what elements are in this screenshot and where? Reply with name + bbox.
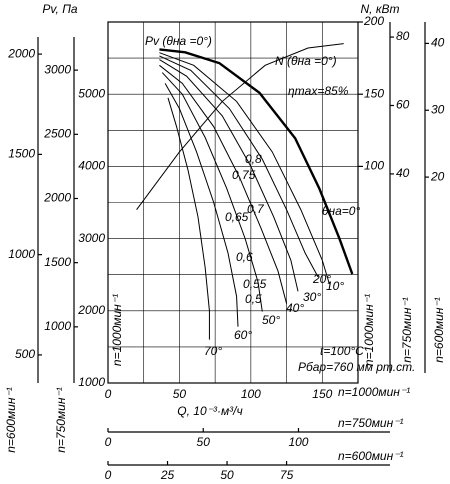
y-tick-label: 1000	[78, 375, 105, 389]
axis-n-label: n=750мин⁻¹	[400, 297, 414, 363]
axis-n-label: n=600мин⁻¹	[432, 297, 446, 363]
annotation: ηmax=85%	[288, 84, 349, 98]
y-axis-title: Pv, Па	[42, 2, 77, 16]
curve	[164, 83, 239, 327]
annotation: 0,65	[225, 210, 249, 224]
y-tick-label: 80	[396, 29, 410, 43]
y2-tick-label: 150	[364, 86, 384, 100]
plot-frame	[107, 21, 359, 384]
y-tick-label: 500	[15, 347, 35, 361]
axis-n-label: n=600мин⁻¹	[338, 449, 404, 463]
curve-label: 70°	[204, 344, 222, 358]
x-tick-label: 50	[220, 468, 234, 482]
y-tick-label: 3000	[44, 62, 71, 76]
y2-tick-label: 100	[364, 159, 384, 173]
y2-tick-label: 200	[363, 14, 384, 28]
x-tick-label: 75	[280, 468, 294, 482]
annotation: 0,55	[243, 277, 267, 291]
y-tick-label: 30	[431, 102, 445, 116]
annotation: t=100°C	[320, 344, 364, 358]
curve-label: 30°	[303, 290, 321, 304]
y-tick-label: 1500	[8, 147, 35, 161]
curve-label: θна=0°	[322, 204, 360, 218]
annotation: 0,8	[245, 152, 262, 166]
y-tick-label: 40	[396, 166, 410, 180]
axis-n-label: n=750мин⁻¹	[54, 387, 68, 453]
axis-n-label: n=600мин⁻¹	[4, 387, 18, 453]
curve	[159, 55, 319, 278]
y-tick-label: 2000	[43, 191, 71, 205]
y-n-label: n=1000мин⁻¹	[110, 294, 124, 366]
x-tick-label: 0	[105, 468, 112, 482]
axis-n-label: n=750мин⁻¹	[338, 416, 404, 430]
annotation: 0,5	[245, 292, 262, 306]
y2-n-label: n=1000мин⁻¹	[362, 294, 376, 366]
x-axis-title: Q, 10⁻³·м³/ч	[177, 404, 242, 418]
x-n-label: n=1000мин⁻¹	[338, 385, 410, 399]
y-tick-label: 2000	[7, 46, 35, 60]
x-tick-label: 150	[312, 387, 332, 401]
y2-axis-title: N, кВт	[361, 2, 400, 16]
curve	[159, 59, 299, 292]
y-tick-label: 2000	[77, 303, 105, 317]
y-tick-label: 1500	[44, 255, 71, 269]
curve-label: N (θна =0°)	[275, 54, 337, 68]
curve	[159, 64, 288, 304]
x-tick-label: 25	[160, 468, 175, 482]
annotation: Pv (θна =0°)	[145, 34, 212, 48]
annotation: Рбар=760 мм рт.ст.	[298, 360, 415, 374]
annotation: 0,6	[236, 250, 253, 264]
curve	[159, 48, 354, 275]
x-tick-label: 50	[173, 387, 187, 401]
curve	[159, 52, 330, 285]
y-tick-label: 5000	[78, 86, 105, 100]
y-tick-label: 60	[396, 98, 410, 112]
annotation: 0,7	[247, 202, 265, 216]
curve-label: 50°	[262, 313, 280, 327]
curve-label: 20°	[312, 272, 331, 286]
x-tick-label: 0	[105, 387, 112, 401]
curve-label: 40°	[286, 301, 304, 315]
curve	[136, 43, 344, 211]
annotation: 0,75	[232, 168, 256, 182]
y-tick-label: 3000	[78, 231, 105, 245]
x-tick-label: 50	[197, 435, 211, 449]
y-tick-label: 40	[431, 36, 445, 50]
curve	[161, 72, 263, 312]
y-tick-label: 4000	[78, 159, 105, 173]
x-tick-label: 0	[105, 435, 112, 449]
curve	[167, 97, 210, 340]
y-tick-label: 1000	[44, 319, 71, 333]
y-tick-label: 20	[430, 169, 445, 183]
x-tick-label: 100	[288, 435, 308, 449]
curve-label: 60°	[234, 328, 252, 342]
y-tick-label: 2500	[43, 126, 71, 140]
y-tick-label: 1000	[8, 247, 35, 261]
curve-label: 10°	[326, 279, 344, 293]
x-tick-label: 100	[241, 387, 261, 401]
